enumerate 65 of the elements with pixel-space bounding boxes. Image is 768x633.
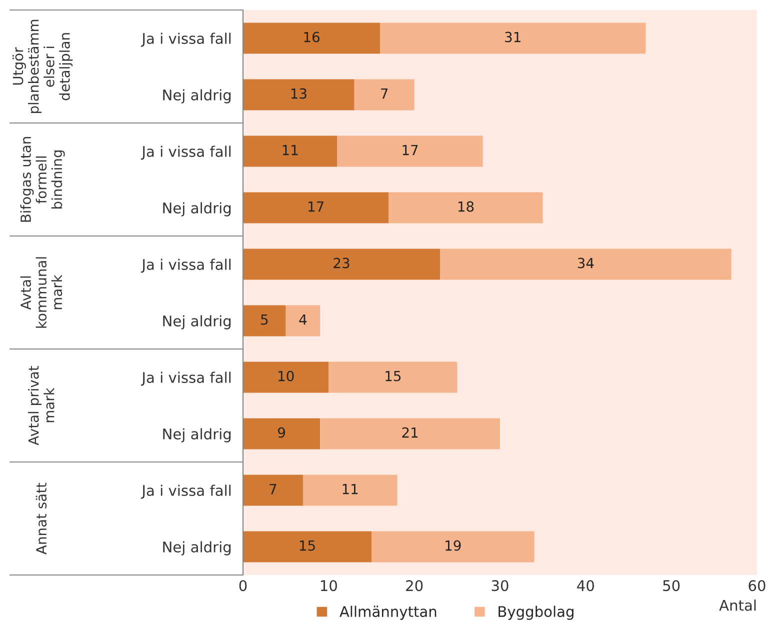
bar <box>243 418 320 450</box>
data-label: 9 <box>278 427 285 438</box>
bar <box>243 22 380 54</box>
data-label: 7 <box>381 88 388 99</box>
y-tick-label: Ja i vissa fall <box>140 146 231 160</box>
bar <box>243 531 372 562</box>
data-label: 21 <box>402 427 418 438</box>
data-label: 11 <box>342 484 358 494</box>
bar <box>320 418 500 450</box>
y-tick-label: Ja i vissa fall <box>140 484 231 499</box>
y-tick-label: Nej aldrig <box>163 202 231 216</box>
data-label: 16 <box>304 32 320 42</box>
bar <box>286 305 320 336</box>
text: Utgör planbestämm elser i detaljplan <box>12 20 73 114</box>
bar <box>440 248 732 280</box>
y-tick-label: Ja i vissa fall <box>140 258 231 273</box>
bar <box>243 136 338 167</box>
text: Annat sätt <box>36 482 47 554</box>
x-tick-label: 0 <box>239 580 247 592</box>
data-label: 31 <box>505 32 520 42</box>
y-tick-label: Ja i vissa fall <box>140 372 231 386</box>
bar <box>302 474 398 506</box>
y-tick-label: Nej aldrig <box>163 541 231 556</box>
bar <box>243 474 303 506</box>
data-label: 10 <box>278 370 294 382</box>
data-label: 19 <box>446 540 461 551</box>
x-tick-label: 50 <box>663 580 680 592</box>
data-label: 7 <box>270 484 276 494</box>
data-label: 4 <box>299 314 307 325</box>
data-label: 5 <box>261 314 268 325</box>
bar <box>243 192 389 224</box>
data-label: 11 <box>282 144 298 156</box>
x-tick-label: 60 <box>748 580 766 592</box>
data-label: 15 <box>300 540 315 551</box>
bar <box>354 79 414 110</box>
x-tick-label: 10 <box>320 580 337 592</box>
bar <box>388 192 543 224</box>
y-tick-label: Nej aldrig <box>163 428 231 442</box>
x-tick-label: 40 <box>577 580 594 592</box>
legend-label: Allmännyttan <box>340 606 436 620</box>
data-label: 17 <box>308 201 324 212</box>
y-tick-label: Nej aldrig <box>163 315 231 330</box>
bar <box>380 22 646 54</box>
y-tick-label: Nej aldrig <box>163 89 231 104</box>
bar <box>243 248 440 280</box>
x-tick-label: 20 <box>406 580 423 592</box>
y-tick-label: Ja i vissa fall <box>140 32 231 47</box>
data-label: 15 <box>386 370 401 382</box>
bar <box>243 305 286 336</box>
bar <box>243 362 329 393</box>
x-tick-label: 30 <box>492 580 508 592</box>
bar <box>337 136 483 167</box>
data-label: 18 <box>458 201 474 212</box>
text: Avtal privat mark <box>28 366 54 446</box>
bar <box>243 79 354 110</box>
data-label: 17 <box>402 144 418 156</box>
data-label: 34 <box>578 258 594 268</box>
x-axis-title: Antal <box>719 600 756 611</box>
bar <box>372 531 534 562</box>
legend-label: Byggbolag <box>498 606 574 620</box>
text: Avtal kommunal mark <box>20 257 62 328</box>
bar <box>328 362 458 393</box>
data-label: 13 <box>291 88 306 99</box>
text: Bifogas utan formell bindning <box>20 137 65 222</box>
data-label: 23 <box>334 258 350 268</box>
